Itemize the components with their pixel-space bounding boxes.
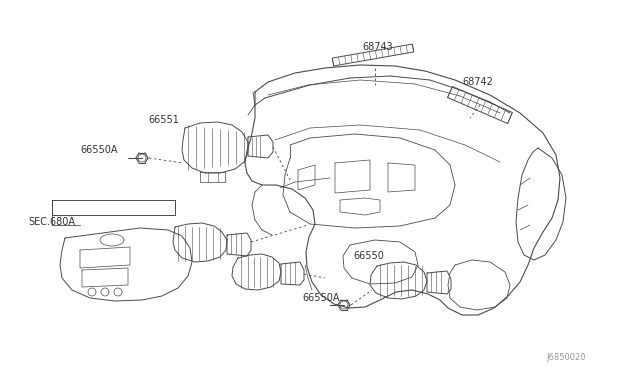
Text: 66550: 66550 — [353, 251, 384, 261]
Text: 68743: 68743 — [362, 42, 393, 52]
Text: 68742: 68742 — [462, 77, 493, 87]
Text: 66550A: 66550A — [302, 293, 339, 303]
Text: 66551: 66551 — [148, 115, 179, 125]
Text: SEC.680A: SEC.680A — [28, 217, 75, 227]
Text: J6850020: J6850020 — [546, 353, 586, 362]
Text: 66550A: 66550A — [80, 145, 118, 155]
